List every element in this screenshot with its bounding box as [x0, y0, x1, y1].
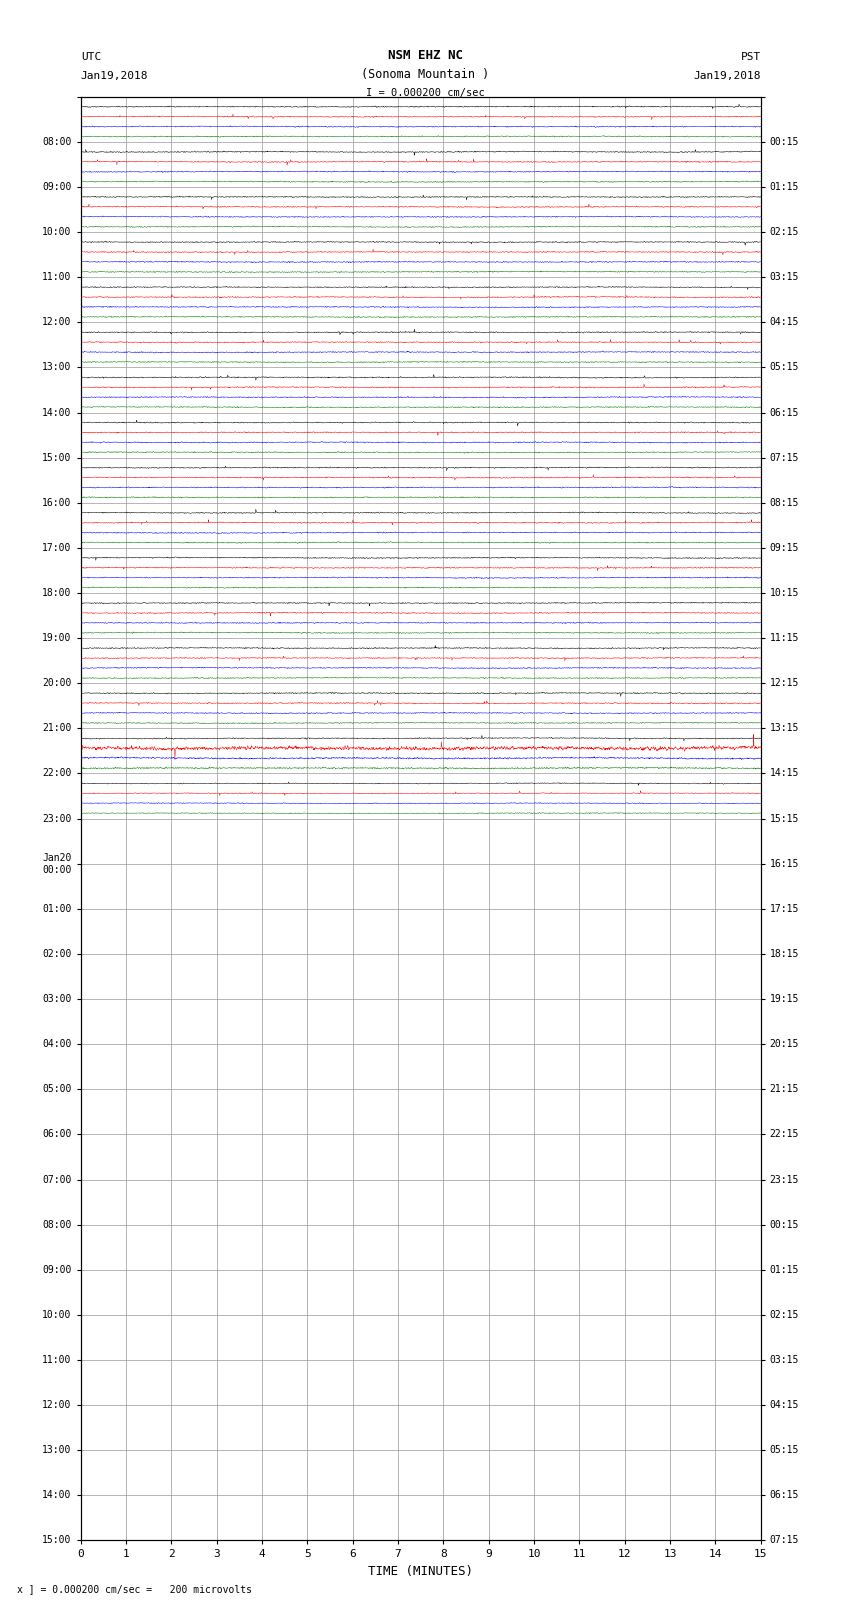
Text: NSM EHZ NC: NSM EHZ NC: [388, 48, 462, 63]
Text: I = 0.000200 cm/sec: I = 0.000200 cm/sec: [366, 89, 484, 98]
Text: Jan19,2018: Jan19,2018: [81, 71, 148, 81]
Text: Jan19,2018: Jan19,2018: [694, 71, 761, 81]
Text: (Sonoma Mountain ): (Sonoma Mountain ): [361, 68, 489, 81]
Text: UTC: UTC: [81, 52, 101, 63]
Text: PST: PST: [740, 52, 761, 63]
X-axis label: TIME (MINUTES): TIME (MINUTES): [368, 1565, 473, 1578]
Text: x ] = 0.000200 cm/sec =   200 microvolts: x ] = 0.000200 cm/sec = 200 microvolts: [17, 1584, 252, 1594]
